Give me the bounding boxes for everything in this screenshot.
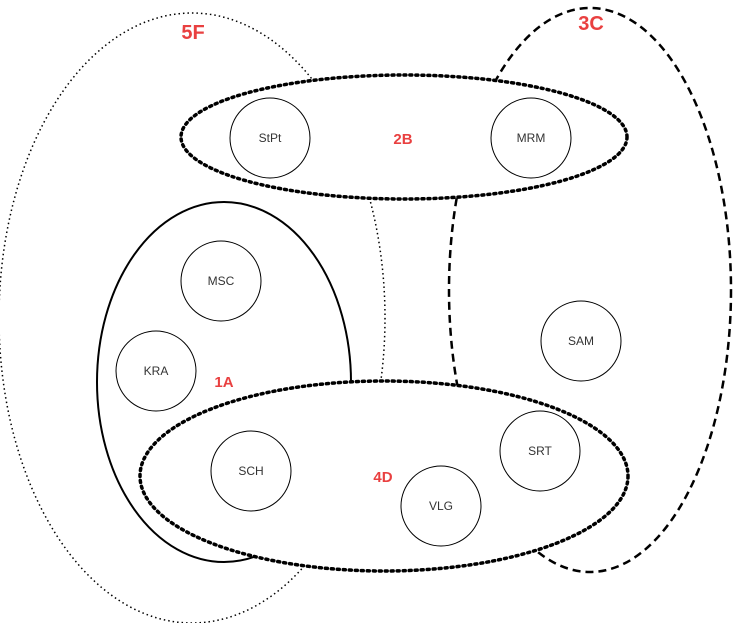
node-msc: MSC: [180, 240, 262, 322]
group-3C-boundary: [447, 6, 733, 574]
group-label-2B: 2B: [393, 131, 412, 148]
node-label-sam: SAM: [568, 334, 594, 348]
node-label-mrm: MRM: [517, 131, 546, 145]
group-label-3C: 3C: [578, 13, 604, 35]
node-vlg: VLG: [400, 465, 482, 547]
node-mrm: MRM: [490, 97, 572, 179]
node-label-msc: MSC: [208, 274, 235, 288]
node-kra: KRA: [115, 330, 197, 412]
node-sam: SAM: [540, 300, 622, 382]
node-sch: SCH: [210, 430, 292, 512]
group-4D-boundary: [138, 379, 630, 573]
node-label-vlg: VLG: [429, 499, 453, 513]
node-label-sch: SCH: [238, 464, 263, 478]
node-stpt: StPt: [229, 97, 311, 179]
node-srt: SRT: [499, 410, 581, 492]
node-label-srt: SRT: [528, 444, 552, 458]
node-label-stpt: StPt: [259, 131, 282, 145]
group-label-5F: 5F: [181, 22, 204, 44]
group-5F-boundary: [0, 12, 386, 623]
group-label-4D: 4D: [373, 469, 392, 486]
node-label-kra: KRA: [144, 364, 169, 378]
group-label-1A: 1A: [214, 374, 233, 391]
